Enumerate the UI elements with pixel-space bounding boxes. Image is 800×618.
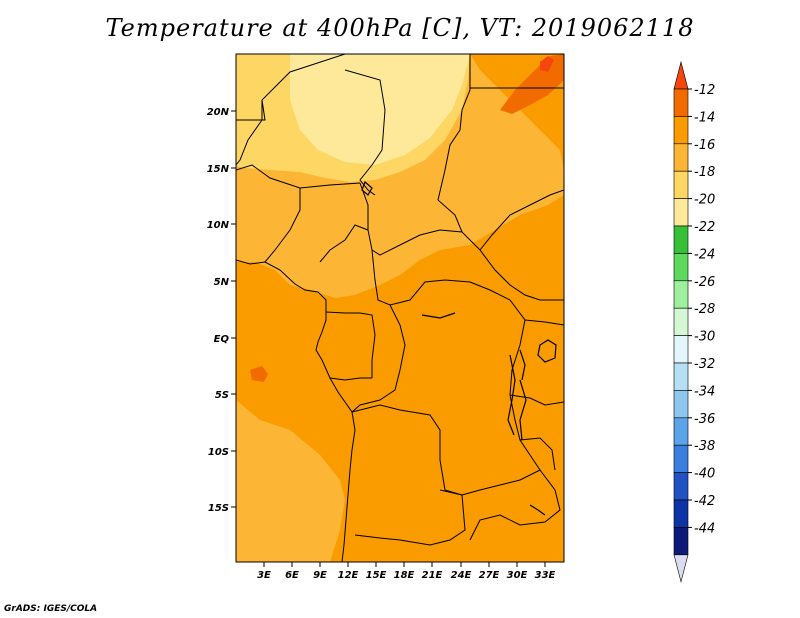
colorbar-segment	[673, 362, 689, 391]
field-band-12-14-peak	[540, 56, 554, 72]
colorbar-segment	[673, 444, 689, 473]
colorbar-segment	[673, 253, 689, 282]
colorbar-segment	[673, 335, 689, 364]
temperature-field	[236, 54, 564, 562]
colorbar-bottom-arrow	[673, 554, 689, 583]
colorbar-segment	[673, 527, 689, 556]
lon-label-6e: 6E	[285, 570, 299, 581]
colorbar-label: -32	[694, 357, 715, 372]
colorbar-segment	[673, 307, 689, 336]
colorbar-label: -12	[694, 83, 715, 98]
colorbar-label: -20	[694, 193, 715, 208]
map-frame	[235, 53, 565, 563]
lon-label-33e: 33E	[535, 570, 556, 581]
lon-label-18e: 18E	[394, 570, 415, 581]
country-borders	[236, 54, 564, 562]
lat-label-20n: 20N	[207, 107, 230, 118]
lon-label-12e: 12E	[338, 570, 359, 581]
lat-label-15n: 15N	[207, 164, 230, 175]
lon-label-9e: 9E	[313, 570, 327, 581]
lat-label-15s: 15S	[208, 503, 229, 514]
colorbar: -12 -14 -16 -18 -20 -22 -24 -26 -28 -30 -32 -34 -36 -…	[673, 60, 715, 583]
lat-label-5n: 5N	[214, 277, 230, 288]
field-band-12-14-w	[250, 366, 268, 382]
colorbar-label: -36	[694, 412, 715, 427]
colorbar-label: -44	[694, 521, 715, 536]
lon-label-27e: 27E	[479, 570, 500, 581]
colorbar-label: -24	[694, 247, 715, 262]
colorbar-label: -16	[694, 138, 715, 153]
colorbar-label: -18	[694, 165, 715, 180]
colorbar-segment	[673, 143, 689, 172]
field-band-16-18-south	[236, 400, 345, 562]
colorbar-segment	[673, 116, 689, 145]
colorbar-segment	[673, 417, 689, 446]
lon-label-30e: 30E	[507, 570, 528, 581]
colorbar-label: -34	[694, 384, 715, 399]
lat-label-5s: 5S	[215, 390, 229, 401]
lon-label-15e: 15E	[366, 570, 387, 581]
colorbar-segment	[673, 88, 689, 117]
colorbar-segment	[673, 472, 689, 501]
lon-label-3e: 3E	[257, 570, 271, 581]
colorbar-label: -22	[694, 220, 715, 235]
colorbar-label: -42	[694, 494, 715, 509]
colorbar-segment	[673, 390, 689, 419]
colorbar-label: -26	[694, 275, 715, 290]
colorbar-segment	[673, 198, 689, 227]
grads-credit: GrADS: IGES/COLA	[4, 604, 98, 614]
longitude-axis: 3E 6E 9E 12E 15E 18E 21E 24E 27E 30E 33E	[257, 562, 556, 581]
colorbar-segment	[673, 225, 689, 254]
colorbar-top-arrow	[673, 60, 689, 90]
lon-label-24e: 24E	[451, 570, 472, 581]
colorbar-label: -28	[694, 302, 715, 317]
colorbar-label: -40	[694, 467, 715, 482]
colorbar-label: -14	[694, 110, 715, 125]
colorbar-segment	[673, 280, 689, 309]
lakes	[361, 180, 557, 516]
colorbar-label: -30	[694, 330, 715, 345]
latitude-axis: 20N 15N 10N 5N EQ 5S 10S 15S	[207, 107, 236, 514]
lat-label-10n: 10N	[207, 220, 230, 231]
colorbar-segment	[673, 170, 689, 199]
lat-label-10s: 10S	[208, 447, 229, 458]
lat-label-eq: EQ	[214, 334, 230, 345]
lon-label-21e: 21E	[422, 570, 443, 581]
colorbar-label: -38	[694, 439, 715, 454]
field-band-20-22	[290, 54, 470, 165]
colorbar-segment	[673, 499, 689, 528]
map-title: Temperature at 400hPa [C], VT: 201906211…	[105, 14, 695, 42]
